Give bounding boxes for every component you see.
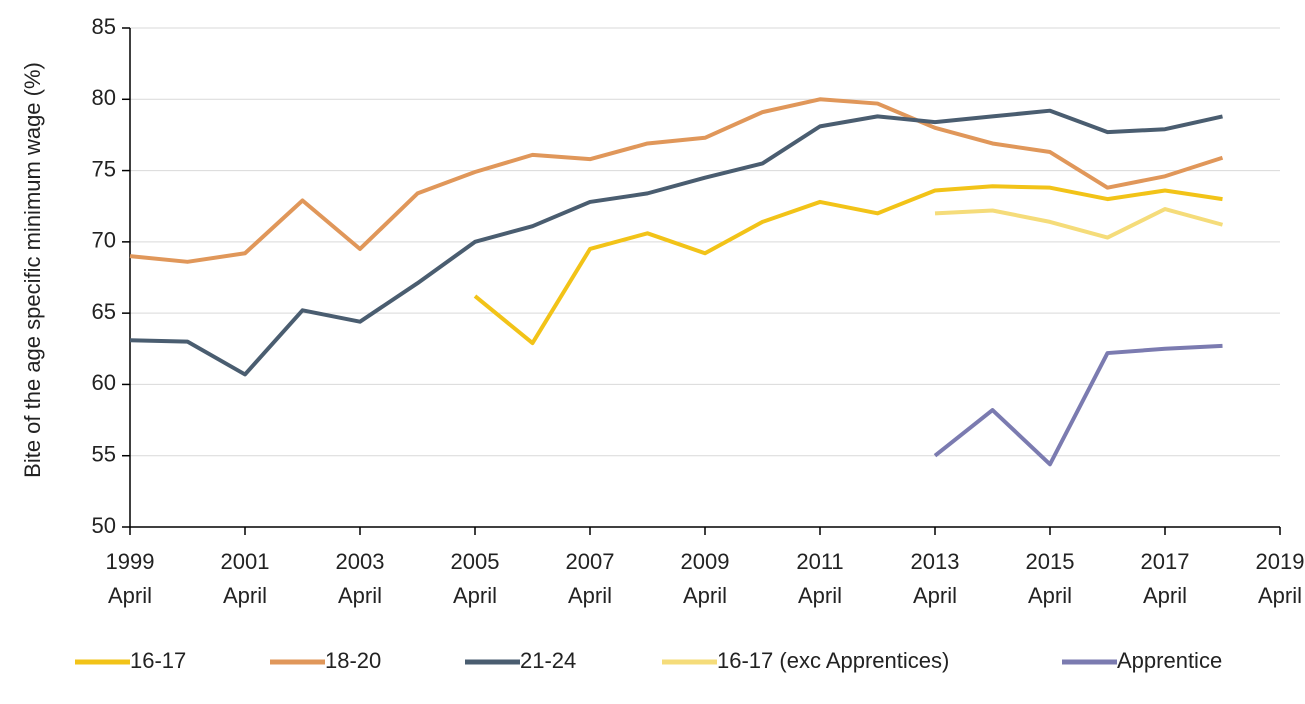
y-tick-label: 85 [92, 14, 116, 39]
series-line [933, 343, 1223, 467]
series-line [129, 108, 1223, 377]
x-tick-label: 2015 April [1025, 549, 1075, 608]
x-tick-label: 2007 April [565, 549, 615, 608]
series-line [129, 97, 1224, 264]
y-tick-label: 60 [92, 370, 116, 395]
y-tick-label: 50 [92, 513, 116, 538]
legend-label: 18-20 [325, 648, 381, 673]
y-axis-title: Bite of the age specific minimum wage (%… [20, 62, 45, 478]
legend-label: 16-17 [130, 648, 186, 673]
x-tick-label: 2005 April [450, 549, 500, 608]
x-tick-label: 2003 April [335, 549, 385, 608]
x-tick-label: 2009 April [680, 549, 730, 608]
x-tick-label: 2011 April [796, 549, 844, 608]
y-tick-label: 55 [92, 442, 116, 467]
legend-label: Apprentice [1117, 648, 1222, 673]
y-tick-label: 80 [92, 85, 116, 110]
y-tick-label: 75 [92, 156, 116, 181]
x-tick-label: 1999 April [105, 549, 155, 608]
legend-label: 21-24 [520, 648, 576, 673]
x-tick-label: 2013 April [910, 549, 960, 608]
series-line [473, 184, 1223, 346]
y-tick-label: 65 [92, 299, 116, 324]
x-tick-label: 2001 April [220, 549, 270, 608]
x-tick-label: 2019 April [1255, 549, 1305, 608]
legend-label: 16-17 (exc Apprentices) [717, 648, 949, 673]
series-line [934, 207, 1224, 240]
y-tick-label: 70 [92, 228, 116, 253]
x-tick-label: 2017 April [1140, 549, 1190, 608]
